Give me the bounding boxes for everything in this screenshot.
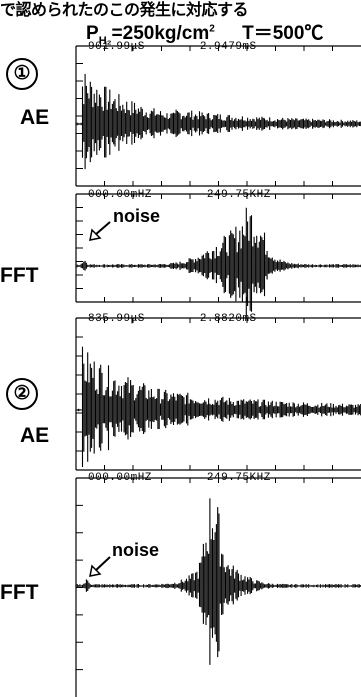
- panel-header-1: 901.99μS 2.9479mS: [88, 41, 257, 53]
- panel-number-2: ②: [6, 378, 38, 410]
- panel-label-ae-1: AE: [20, 106, 50, 129]
- waveform-trace-1: [75, 73, 361, 170]
- figure-title: PH₂=250kg/cm2 T＝500℃: [86, 18, 323, 47]
- noise-annotation-2: noise: [112, 540, 160, 560]
- header-left-3: 835.99μS: [88, 313, 145, 325]
- pressure-subscript: H₂: [98, 34, 112, 47]
- noise-arrow-1: [94, 221, 111, 236]
- panel-label-fft-2: FFT: [0, 581, 39, 604]
- panel-header-3: 835.99μS 2.8820mS: [88, 313, 257, 325]
- waveform-trace-4: [75, 498, 361, 665]
- header-left-2: 000.00mHZ: [88, 189, 152, 201]
- waveform-trace-3: [75, 346, 361, 467]
- noise-arrow-head-2: [89, 564, 102, 577]
- header-right-2: 249.75KHZ: [206, 189, 271, 201]
- pressure-value: =250kg/cm: [111, 23, 210, 44]
- header-right-3: 2.8820mS: [199, 313, 257, 325]
- header-left-1: 901.99μS: [88, 41, 145, 53]
- noise-arrow-head-1: [89, 228, 102, 241]
- header-right-1: 2.9479mS: [199, 41, 257, 53]
- waveform-trace-2: [75, 207, 361, 319]
- panel-header-2: 000.00mHZ 249.75KHZ: [88, 189, 271, 201]
- noise-arrow-2: [94, 556, 111, 572]
- panel-label-fft-1: FFT: [0, 264, 39, 287]
- pressure-label: P: [86, 23, 99, 44]
- noise-annotation-1: noise: [113, 206, 161, 226]
- pressure-unit-exponent: 2: [209, 23, 215, 35]
- temperature-value: T＝500℃: [242, 23, 324, 44]
- panel-number-1: ①: [6, 58, 38, 90]
- panel-label-ae-2: AE: [20, 424, 50, 447]
- cropped-top-text: で認められたのこの発生に対応する: [0, 2, 249, 19]
